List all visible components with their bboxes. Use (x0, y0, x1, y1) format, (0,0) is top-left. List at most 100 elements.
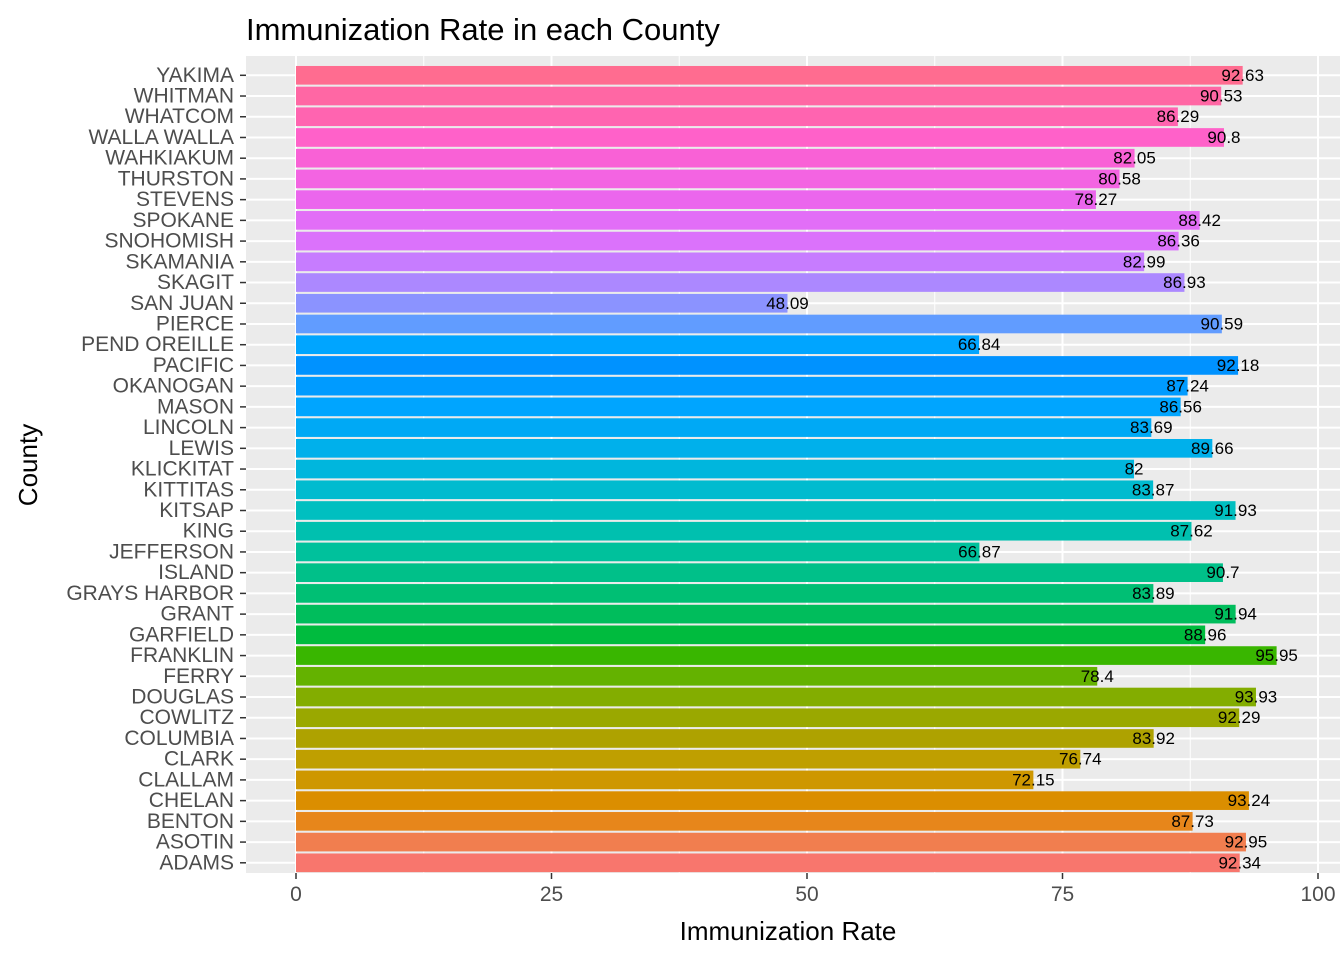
y-tick-label: GRANT (161, 603, 235, 626)
bar (296, 666, 1098, 686)
data-label: 48.09 (766, 294, 809, 313)
bar (296, 397, 1181, 417)
data-label: 87.24 (1166, 377, 1209, 396)
chart-title: Immunization Rate in each County (246, 12, 720, 47)
bar (296, 770, 1034, 790)
data-label: 86.36 (1157, 232, 1200, 251)
bar (296, 335, 980, 355)
y-tick-label: CHELAN (149, 789, 234, 812)
x-tick-label: 25 (540, 883, 563, 906)
y-tick-label: KLICKITAT (131, 458, 234, 481)
data-label: 78.27 (1075, 190, 1118, 209)
bar (296, 376, 1188, 396)
y-tick-label: BENTON (147, 810, 234, 833)
data-label: 82.99 (1123, 252, 1166, 271)
data-label: 83.69 (1130, 418, 1173, 437)
y-axis-ticks: ADAMSASOTINBENTONCHELANCLALLAMCLARKCOLUM… (66, 64, 246, 874)
data-label: 87.73 (1171, 812, 1214, 831)
bar (296, 749, 1081, 769)
x-tick-label: 100 (1300, 883, 1335, 906)
bar (296, 273, 1185, 292)
x-tick-label: 0 (290, 883, 302, 906)
bar (296, 293, 788, 313)
bar (296, 231, 1179, 251)
data-label: 83.87 (1132, 480, 1175, 499)
bar (296, 708, 1240, 728)
data-label: 83.89 (1132, 584, 1175, 603)
bar (296, 584, 1154, 603)
data-label: 90.53 (1200, 87, 1243, 106)
data-label: 76.74 (1059, 750, 1102, 769)
bar (296, 459, 1135, 479)
bar (296, 356, 1239, 375)
x-axis-title: Immunization Rate (680, 916, 897, 946)
y-tick-label: LEWIS (169, 437, 234, 460)
bar (296, 65, 1243, 85)
y-tick-label: KITSAP (159, 499, 234, 522)
x-axis-ticks: 0 25 50 75 100 (290, 873, 1336, 906)
bar (296, 563, 1223, 582)
bar (296, 107, 1178, 127)
y-tick-label: ASOTIN (156, 831, 234, 854)
data-label: 93.24 (1228, 791, 1271, 810)
data-label: 92.95 (1225, 833, 1268, 852)
data-label: 66.84 (958, 335, 1001, 354)
y-tick-label: CLALLAM (138, 768, 234, 791)
y-tick-label: LINCOLN (143, 416, 234, 439)
y-tick-label: SPOKANE (132, 209, 234, 232)
data-label: 92.29 (1218, 708, 1261, 727)
data-label: 87.62 (1170, 522, 1213, 541)
data-label: 82.05 (1113, 149, 1156, 168)
bar (296, 480, 1154, 500)
data-label: 86.56 (1159, 397, 1202, 416)
data-label: 90.7 (1206, 563, 1239, 582)
bars (296, 65, 1277, 873)
y-tick-label: COWLITZ (140, 706, 235, 729)
y-tick-label: PEND OREILLE (81, 333, 234, 356)
bar (296, 791, 1249, 810)
data-label: 88.96 (1184, 625, 1227, 644)
y-tick-label: DOUGLAS (131, 686, 234, 709)
y-tick-label: COLUMBIA (124, 727, 234, 750)
y-tick-label: GRAYS HARBOR (66, 582, 234, 605)
bar (296, 687, 1256, 707)
data-label: 80.58 (1098, 169, 1141, 188)
data-label: 82 (1125, 460, 1144, 479)
bar (296, 252, 1145, 272)
bar (296, 128, 1224, 147)
data-label: 95.95 (1255, 646, 1298, 665)
y-tick-label: WALLA WALLA (88, 126, 234, 149)
bar (296, 542, 980, 562)
y-tick-label: WAHKIAKUM (105, 147, 234, 170)
y-tick-label: OKANOGAN (113, 375, 234, 398)
y-tick-label: MASON (157, 395, 234, 418)
data-label: 90.8 (1207, 128, 1240, 147)
data-label: 83.92 (1132, 729, 1175, 748)
data-label: 86.29 (1157, 107, 1200, 126)
data-label: 88.42 (1178, 211, 1221, 230)
y-tick-label: WHITMAN (134, 85, 234, 108)
data-label: 92.34 (1218, 853, 1261, 872)
x-tick-label: 50 (795, 883, 818, 906)
bar (296, 501, 1236, 520)
y-tick-label: CLARK (164, 748, 234, 771)
data-label: 78.4 (1081, 667, 1114, 686)
y-tick-label: SAN JUAN (130, 292, 234, 315)
y-tick-label: SKAMANIA (125, 250, 234, 273)
y-tick-label: FRANKLIN (130, 644, 234, 667)
data-label: 92.18 (1217, 356, 1260, 375)
y-tick-label: PACIFIC (153, 354, 234, 377)
y-tick-label: ISLAND (158, 561, 234, 584)
bar (296, 853, 1240, 873)
bar (296, 169, 1120, 189)
y-tick-label: ADAMS (159, 851, 234, 874)
data-label: 66.87 (958, 542, 1001, 561)
y-tick-label: SKAGIT (157, 271, 234, 294)
bar (296, 646, 1277, 665)
y-tick-label: KING (183, 520, 234, 543)
x-tick-label: 75 (1051, 883, 1074, 906)
y-axis-title: County (13, 424, 43, 506)
